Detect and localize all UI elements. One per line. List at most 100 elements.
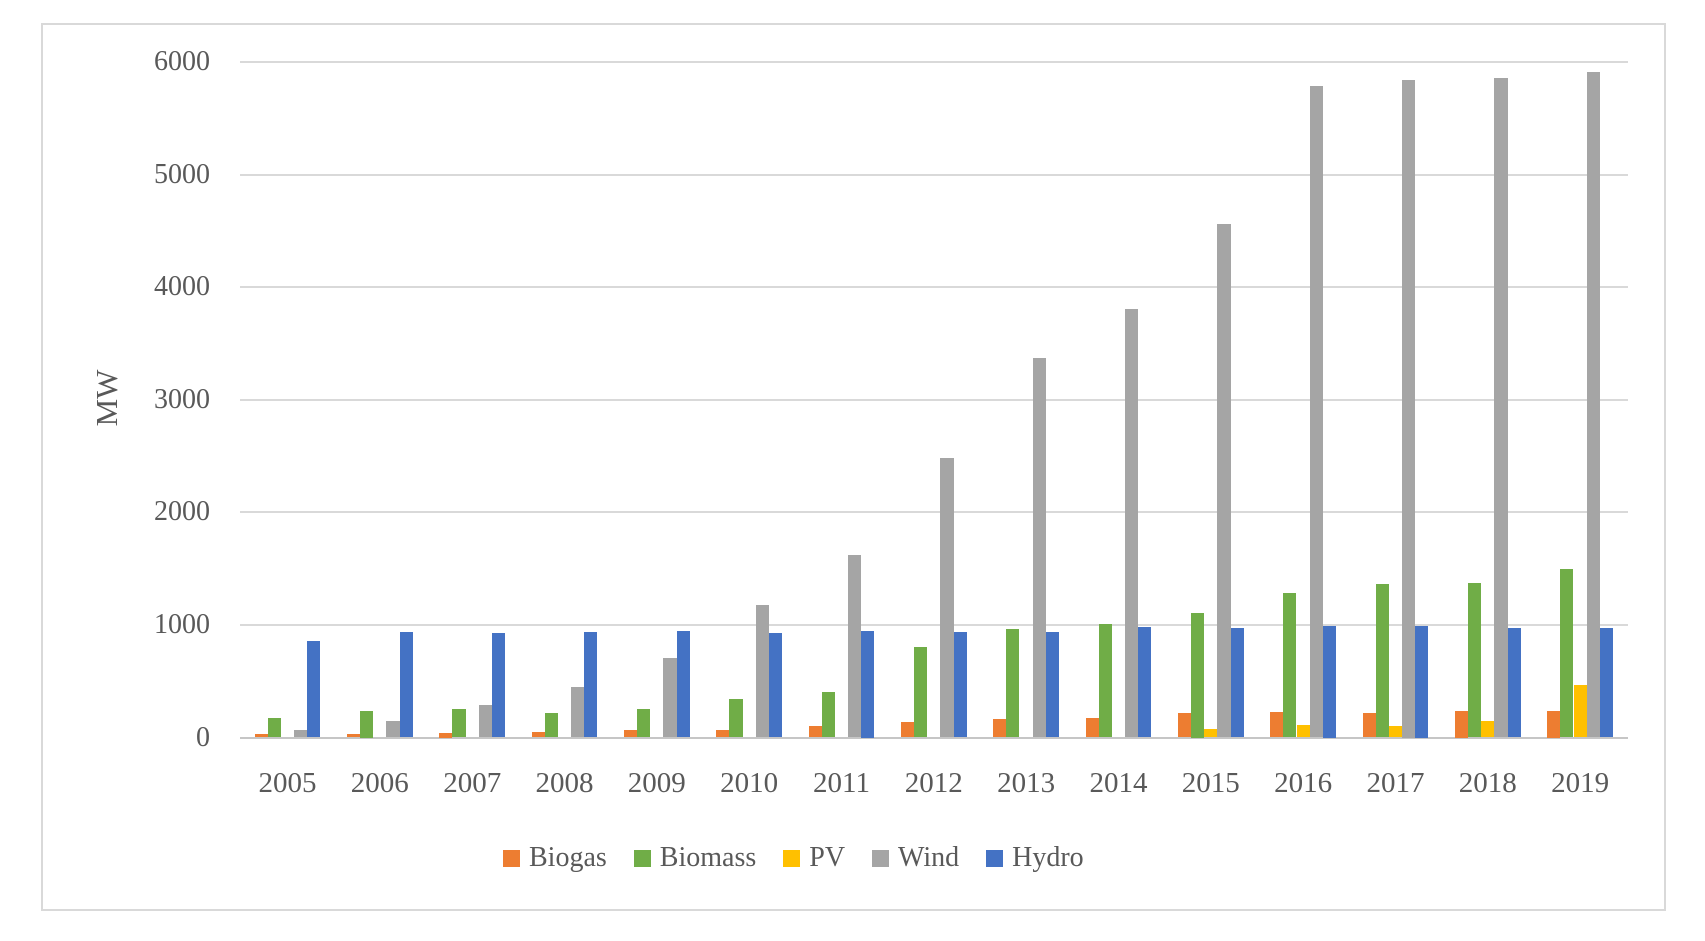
bar-hydro-2019 — [1599, 627, 1614, 738]
bar-hydro-2007 — [492, 632, 506, 738]
bar-hydro-2016 — [1322, 626, 1337, 738]
bar-biogas-2018 — [1454, 711, 1468, 738]
gridline-3000 — [240, 398, 1628, 401]
bar-hydro-2006 — [399, 632, 413, 738]
bar-wind-2012 — [940, 458, 954, 738]
bar-wind-2009 — [663, 657, 677, 738]
bar-pv-2018 — [1481, 721, 1495, 738]
bar-biogas-2019 — [1547, 711, 1561, 738]
y-tick-label-3000: 3000 — [154, 383, 210, 415]
gridline-4000 — [240, 286, 1628, 289]
legend-swatch-biomass — [633, 849, 651, 867]
bar-hydro-2010 — [768, 632, 783, 738]
bar-hydro-2012 — [953, 631, 967, 738]
bar-biomass-2017 — [1375, 584, 1389, 738]
bar-biomass-2019 — [1560, 568, 1574, 738]
bar-biomass-2011 — [821, 691, 835, 738]
bar-biomass-2012 — [914, 646, 928, 738]
bar-hydro-2017 — [1415, 626, 1429, 738]
bar-wind-2016 — [1309, 85, 1323, 738]
bar-wind-2017 — [1402, 80, 1416, 738]
legend-item-biomass: Biomass — [633, 843, 756, 873]
bar-pv-2017 — [1388, 726, 1403, 738]
bar-wind-2010 — [755, 605, 769, 738]
x-tick-label-2013: 2013 — [997, 767, 1056, 799]
figure-border — [41, 23, 1666, 911]
bar-pv-2019 — [1573, 684, 1587, 738]
x-tick-label-2016: 2016 — [1274, 767, 1333, 799]
bar-biogas-2015 — [1177, 712, 1191, 738]
gridline-6000 — [240, 61, 1628, 63]
bar-wind-2018 — [1494, 78, 1508, 738]
y-tick-label-2000: 2000 — [154, 496, 210, 528]
y-tick-label-5000: 5000 — [154, 158, 210, 190]
bar-hydro-2008 — [584, 632, 598, 738]
x-tick-label-2018: 2018 — [1458, 767, 1517, 799]
bar-biomass-2008 — [544, 712, 558, 738]
y-tick-label-6000: 6000 — [154, 46, 210, 77]
legend-swatch-biogas — [503, 849, 520, 867]
legend-label-hydro: Hydro — [1012, 842, 1084, 873]
legend-label-pv: PV — [809, 842, 846, 873]
y-tick-label-4000: 4000 — [154, 271, 210, 303]
bar-wind-2011 — [848, 555, 862, 738]
bar-wind-2005 — [294, 729, 308, 738]
bar-wind-2013 — [1032, 358, 1046, 738]
x-tick-label-2008: 2008 — [535, 767, 594, 799]
x-tick-label-2006: 2006 — [350, 767, 409, 799]
x-tick-label-2007: 2007 — [443, 767, 502, 799]
x-tick-label-2011: 2011 — [813, 767, 870, 799]
legend-label-wind: Wind — [898, 842, 960, 873]
bar-wind-2007 — [478, 705, 492, 738]
x-axis-line — [240, 736, 1628, 739]
bar-biomass-2013 — [1006, 628, 1020, 738]
legend-item-hydro: Hydro — [986, 843, 1084, 873]
bar-pv-2015 — [1204, 729, 1218, 738]
bar-wind-2015 — [1217, 224, 1231, 738]
bar-biogas-2016 — [1270, 711, 1284, 738]
x-tick-label-2019: 2019 — [1551, 767, 1610, 799]
bar-biogas-2012 — [900, 722, 914, 738]
bar-biomass-2016 — [1283, 593, 1297, 738]
bar-biomass-2006 — [360, 711, 374, 738]
gridline-1000 — [240, 623, 1628, 626]
x-tick-label-2012: 2012 — [904, 767, 963, 799]
y-tick-label-0: 0 — [196, 721, 210, 753]
bar-biomass-2009 — [637, 709, 651, 738]
bar-biomass-2014 — [1098, 623, 1112, 738]
bar-wind-2014 — [1125, 308, 1139, 738]
legend-item-biogas: Biogas — [503, 843, 607, 873]
bar-biogas-2005 — [254, 734, 268, 738]
bar-hydro-2014 — [1138, 627, 1152, 738]
bar-biogas-2014 — [1085, 717, 1099, 738]
bar-biogas-2006 — [346, 733, 360, 738]
bar-hydro-2018 — [1507, 627, 1521, 738]
bar-wind-2008 — [571, 686, 585, 738]
legend-swatch-pv — [783, 849, 801, 867]
bar-biomass-2007 — [452, 709, 466, 738]
legend-label-biogas: Biogas — [529, 842, 607, 873]
gridline-2000 — [240, 511, 1628, 514]
bar-hydro-2005 — [307, 641, 321, 738]
bar-hydro-2015 — [1230, 627, 1244, 738]
legend: Biogas Biomass PV Wind Hydro — [503, 843, 1084, 873]
bar-hydro-2009 — [676, 631, 690, 738]
x-tick-label-2017: 2017 — [1366, 767, 1425, 799]
bar-hydro-2013 — [1045, 631, 1060, 738]
bar-biomass-2010 — [729, 699, 743, 738]
bar-biogas-2011 — [808, 726, 822, 738]
bar-pv-2016 — [1296, 725, 1310, 738]
bar-wind-2006 — [386, 721, 400, 738]
bar-biomass-2005 — [267, 717, 281, 738]
x-tick-label-2015: 2015 — [1181, 767, 1240, 799]
legend-item-wind: Wind — [872, 843, 959, 873]
bar-biomass-2018 — [1468, 583, 1482, 738]
bar-hydro-2011 — [861, 630, 875, 738]
legend-item-pv: PV — [783, 843, 845, 873]
x-tick-label-2014: 2014 — [1089, 767, 1148, 799]
bar-biogas-2009 — [623, 730, 637, 738]
bar-biogas-2008 — [531, 731, 545, 738]
